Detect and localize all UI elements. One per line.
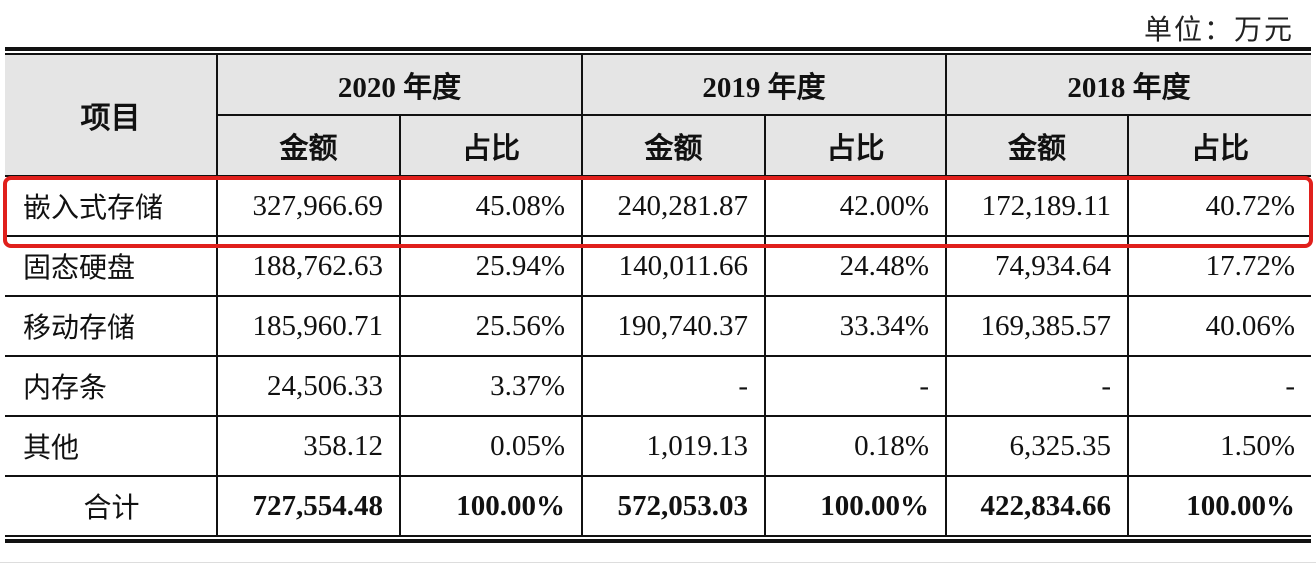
- revenue-by-product-table: 项目 2020 年度 2019 年度 2018 年度 金额 占比 金额 占比 金…: [5, 55, 1312, 535]
- header-year-2018: 2018 年度: [945, 55, 1312, 116]
- header-ratio-2019: 占比: [764, 114, 948, 177]
- row-label: 其他: [5, 415, 218, 477]
- cell-amount-2018: 169,385.57: [945, 295, 1130, 357]
- cell-ratio-2018: -: [1127, 355, 1312, 417]
- top-double-rule-thin: [5, 53, 1311, 55]
- unit-label: 单位：万元: [1143, 15, 1294, 46]
- bottom-double-rule-thin: [5, 535, 1311, 537]
- cell-ratio-2018: 1.50%: [1127, 415, 1312, 477]
- total-amount-2018: 422,834.66: [945, 475, 1130, 535]
- cell-ratio-2020: 25.94%: [398, 235, 584, 297]
- cell-amount-2018: 74,934.64: [945, 235, 1130, 297]
- page-divider: [0, 562, 1316, 563]
- table-row-ssd: 固态硬盘 188,762.63 25.94% 140,011.66 24.48%…: [5, 235, 1312, 297]
- cell-ratio-2020: 45.08%: [398, 175, 584, 237]
- header-row-years: 项目 2020 年度 2019 年度 2018 年度: [5, 55, 1312, 177]
- cell-ratio-2019: 42.00%: [764, 175, 948, 237]
- cell-amount-2018: 172,189.11: [945, 175, 1130, 237]
- cell-amount-2020: 188,762.63: [216, 235, 401, 297]
- header-year-2019: 2019 年度: [581, 55, 948, 116]
- total-ratio-2018: 100.00%: [1127, 475, 1312, 535]
- header-ratio-2020: 占比: [398, 114, 584, 177]
- cell-amount-2019: 240,281.87: [581, 175, 767, 237]
- cell-amount-2019: -: [581, 355, 767, 417]
- total-amount-2019: 572,053.03: [581, 475, 767, 535]
- cell-amount-2018: -: [945, 355, 1130, 417]
- total-ratio-2020: 100.00%: [398, 475, 584, 535]
- cell-amount-2019: 1,019.13: [581, 415, 767, 477]
- row-label: 内存条: [5, 355, 218, 417]
- cell-amount-2020: 327,966.69: [216, 175, 401, 237]
- cell-ratio-2020: 25.56%: [398, 295, 584, 357]
- total-label: 合计: [5, 475, 218, 535]
- cell-ratio-2018: 17.72%: [1127, 235, 1312, 297]
- table-row-embedded-storage: 嵌入式存储 327,966.69 45.08% 240,281.87 42.00…: [5, 175, 1312, 237]
- header-ratio-2018: 占比: [1127, 114, 1312, 177]
- cell-ratio-2019: -: [764, 355, 948, 417]
- row-label: 嵌入式存储: [5, 175, 218, 237]
- table-row-total: 合计 727,554.48 100.00% 572,053.03 100.00%…: [5, 475, 1312, 535]
- bottom-double-rule-thick: [5, 539, 1311, 543]
- cell-ratio-2019: 24.48%: [764, 235, 948, 297]
- cell-ratio-2019: 0.18%: [764, 415, 948, 477]
- total-ratio-2019: 100.00%: [764, 475, 948, 535]
- cell-ratio-2019: 33.34%: [764, 295, 948, 357]
- row-label: 固态硬盘: [5, 235, 218, 297]
- header-amount-2020: 金额: [217, 114, 401, 177]
- top-double-rule-thick: [5, 47, 1311, 51]
- cell-ratio-2018: 40.72%: [1127, 175, 1312, 237]
- cell-amount-2019: 190,740.37: [581, 295, 767, 357]
- table-row-memory-module: 内存条 24,506.33 3.37% - - - -: [5, 355, 1312, 417]
- total-amount-2020: 727,554.48: [216, 475, 401, 535]
- cell-amount-2020: 185,960.71: [216, 295, 401, 357]
- cell-ratio-2018: 40.06%: [1127, 295, 1312, 357]
- header-amount-2018: 金额: [945, 114, 1130, 177]
- cell-ratio-2020: 3.37%: [398, 355, 584, 417]
- table-row-other: 其他 358.12 0.05% 1,019.13 0.18% 6,325.35 …: [5, 415, 1312, 477]
- cell-ratio-2020: 0.05%: [398, 415, 584, 477]
- header-year-2020: 2020 年度: [215, 55, 584, 116]
- header-row-metrics: 金额 占比 金额 占比 金额 占比: [5, 114, 1312, 177]
- header-amount-2019: 金额: [581, 114, 767, 177]
- revenue-table-container: 项目 2020 年度 2019 年度 2018 年度 金额 占比 金额 占比 金…: [5, 47, 1312, 543]
- cell-amount-2019: 140,011.66: [581, 235, 767, 297]
- cell-amount-2020: 358.12: [216, 415, 401, 477]
- row-label: 移动存储: [5, 295, 218, 357]
- header-item: 项目: [5, 55, 218, 177]
- table-row-mobile-storage: 移动存储 185,960.71 25.56% 190,740.37 33.34%…: [5, 295, 1312, 357]
- cell-amount-2020: 24,506.33: [216, 355, 401, 417]
- cell-amount-2018: 6,325.35: [945, 415, 1130, 477]
